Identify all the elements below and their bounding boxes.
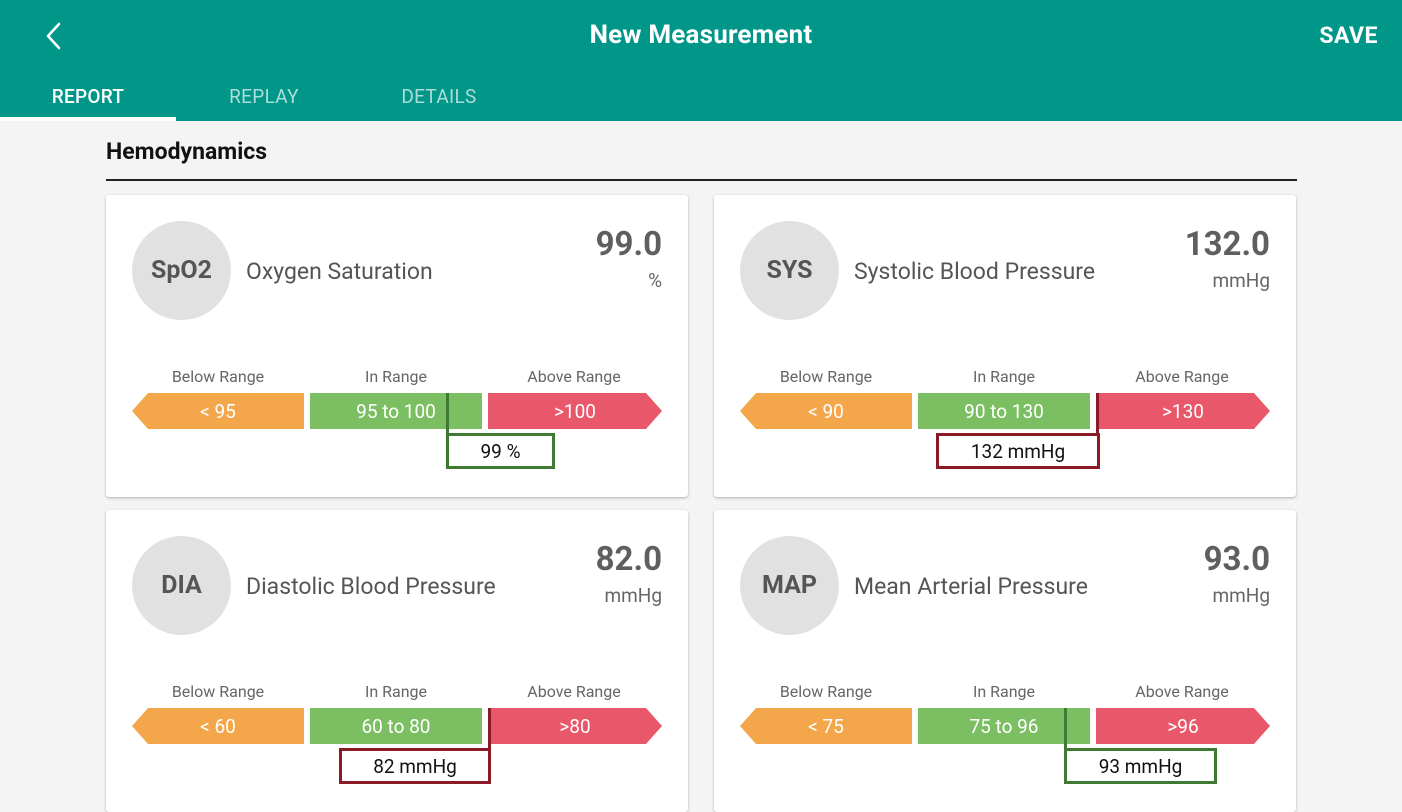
app-bar: New Measurement SAVE REPORT REPLAY DETAI…: [0, 0, 1402, 121]
in-range-label: In Range: [972, 367, 1036, 386]
metric-badge: DIA: [132, 536, 231, 635]
in-range-label: In Range: [364, 367, 428, 386]
metric-name: Diastolic Blood Pressure: [246, 573, 496, 600]
above-range-label: Above Range: [527, 367, 621, 386]
in-range-segment: 90 to 130: [918, 393, 1090, 429]
chevron-left-icon: [46, 22, 61, 50]
section-divider: [106, 179, 1297, 181]
below-range-label: Below Range: [171, 367, 265, 386]
above-range-segment: >130: [1096, 393, 1270, 429]
below-range-label: Below Range: [171, 682, 265, 701]
metric-card-spo2: SpO2 Oxygen Saturation 99.0 % Below Rang…: [106, 195, 688, 497]
metric-unit: mmHg: [1212, 269, 1270, 292]
above-range-segment: >100: [488, 393, 662, 429]
metric-card-map: MAP Mean Arterial Pressure 93.0 mmHg Bel…: [714, 510, 1296, 812]
above-range-segment: >80: [488, 708, 662, 744]
page-title: New Measurement: [589, 20, 813, 50]
below-range-label: Below Range: [779, 682, 873, 701]
value-marker-label: 99 %: [446, 433, 555, 469]
back-button[interactable]: [34, 14, 74, 58]
above-range-label: Above Range: [1135, 367, 1229, 386]
above-range-label: Above Range: [1135, 682, 1229, 701]
in-range-segment: 95 to 100: [310, 393, 482, 429]
metric-name: Systolic Blood Pressure: [854, 258, 1096, 285]
in-range-segment: 75 to 96: [918, 708, 1090, 744]
below-range-segment: < 60: [132, 708, 304, 744]
value-marker-line: [446, 393, 449, 435]
tab-replay[interactable]: REPLAY: [229, 85, 299, 108]
below-range-label: Below Range: [779, 367, 873, 386]
metric-name: Oxygen Saturation: [246, 258, 433, 285]
metric-unit: %: [648, 269, 662, 292]
value-marker-label: 132 mmHg: [936, 433, 1100, 469]
metric-value: 82.0: [595, 540, 662, 579]
metric-card-sys: SYS Systolic Blood Pressure 132.0 mmHg B…: [714, 195, 1296, 497]
metric-value: 132.0: [1184, 225, 1270, 264]
below-range-segment: < 75: [740, 708, 912, 744]
save-button[interactable]: SAVE: [1319, 22, 1378, 49]
in-range-label: In Range: [364, 682, 428, 701]
value-marker-line: [1096, 393, 1099, 435]
below-range-segment: < 90: [740, 393, 912, 429]
metric-value: 99.0: [595, 225, 662, 264]
value-marker-label: 82 mmHg: [339, 748, 491, 784]
metric-unit: mmHg: [604, 584, 662, 607]
above-range-segment: >96: [1096, 708, 1270, 744]
metric-card-dia: DIA Diastolic Blood Pressure 82.0 mmHg B…: [106, 510, 688, 812]
metric-badge: SpO2: [132, 221, 231, 320]
active-tab-indicator: [0, 117, 176, 121]
in-range-segment: 60 to 80: [310, 708, 482, 744]
metric-unit: mmHg: [1212, 584, 1270, 607]
value-marker-line: [1064, 708, 1067, 750]
metric-value: 93.0: [1203, 540, 1270, 579]
value-marker-line: [488, 708, 491, 750]
value-marker-label: 93 mmHg: [1064, 748, 1217, 784]
tab-details[interactable]: DETAILS: [401, 85, 477, 108]
metric-badge: SYS: [740, 221, 839, 320]
section-title: Hemodynamics: [106, 138, 268, 165]
above-range-label: Above Range: [527, 682, 621, 701]
in-range-label: In Range: [972, 682, 1036, 701]
metric-badge: MAP: [740, 536, 839, 635]
metric-name: Mean Arterial Pressure: [854, 573, 1088, 600]
tab-report[interactable]: REPORT: [51, 85, 125, 108]
below-range-segment: < 95: [132, 393, 304, 429]
